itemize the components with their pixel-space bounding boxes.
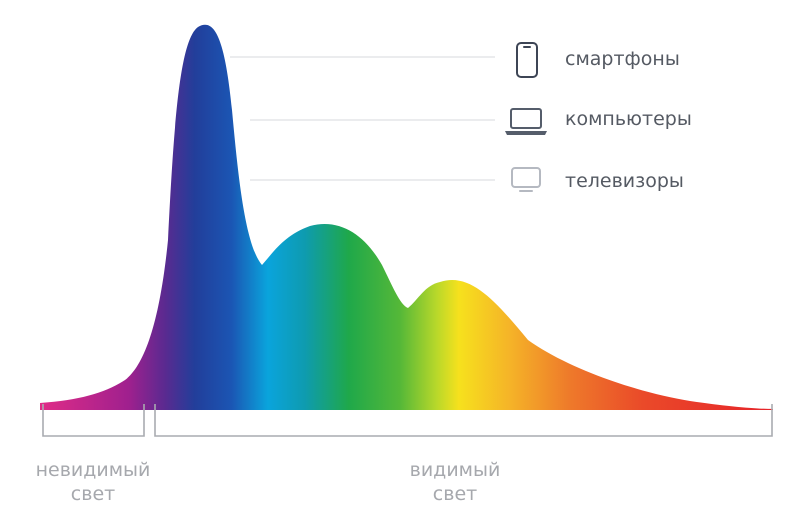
invisible-light-line2: свет [70,483,116,505]
invisible-light-bracket [42,404,145,437]
laptop-label: компьютеры [565,108,692,130]
invisible-light-label: невидимый свет [28,458,158,506]
invisible-light-line1: невидимый [35,459,151,481]
visible-light-bracket [154,404,773,437]
visible-light-line1: видимый [409,459,501,481]
visible-light-line2: свет [432,483,478,505]
smartphone-label: смартфоны [565,48,680,70]
visible-light-label: видимый свет [390,458,520,506]
laptop-icon [505,108,547,135]
smartphone-icon [516,42,538,78]
tv-icon [511,167,541,192]
tv-label: телевизоры [565,170,684,192]
spectrum-curve [40,24,773,410]
